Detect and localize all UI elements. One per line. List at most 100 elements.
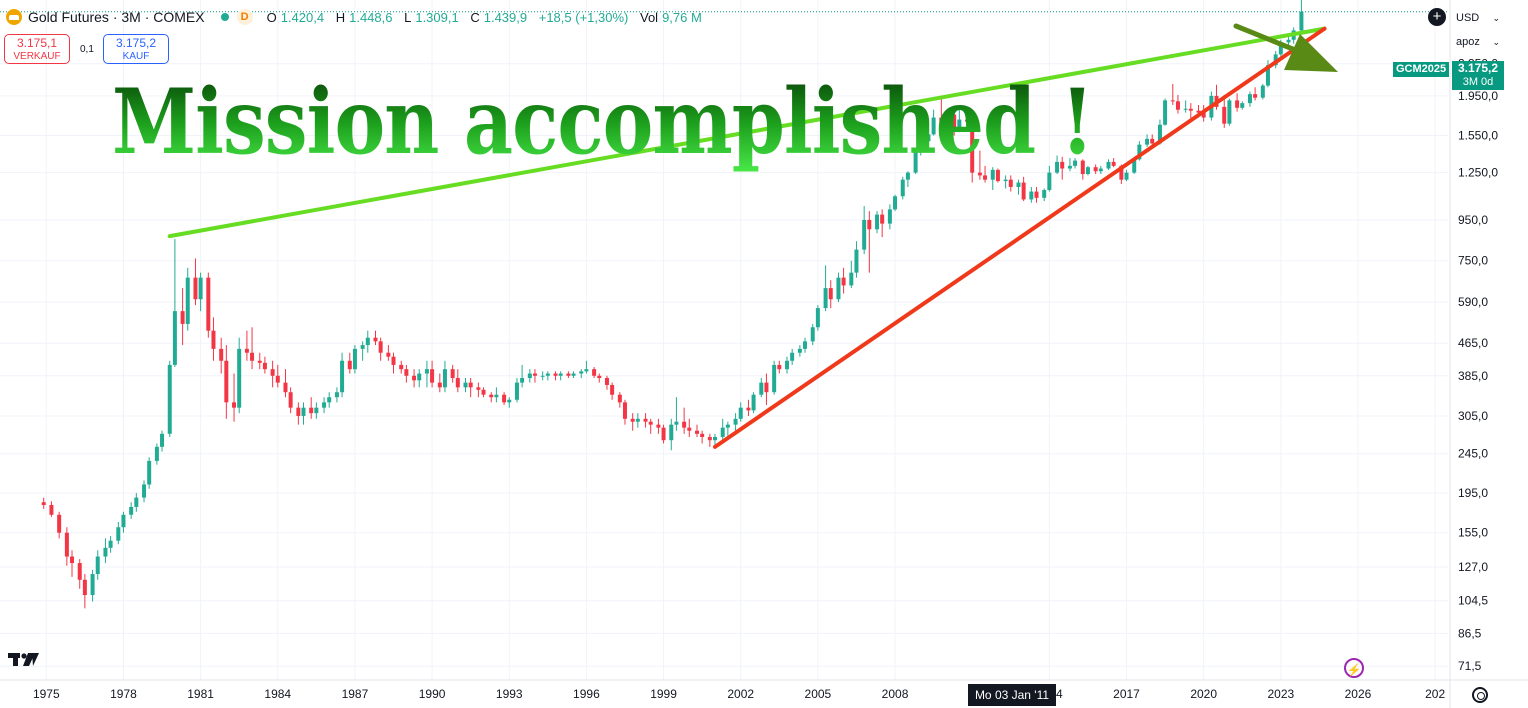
candle-body (468, 382, 473, 388)
candle-body (1163, 100, 1168, 125)
symbol-title[interactable]: Gold Futures · 3M · COMEX (28, 9, 205, 25)
candle-body (1093, 167, 1098, 172)
candle (810, 323, 815, 346)
candle-body (412, 375, 417, 381)
candle (803, 337, 808, 353)
candle-body (1060, 161, 1065, 169)
candle (764, 373, 769, 405)
candle-body (687, 427, 692, 431)
candle (828, 280, 833, 309)
candle-body (502, 394, 507, 403)
delay-badge[interactable]: D (236, 9, 253, 25)
candle (1124, 169, 1129, 182)
candle-body (674, 421, 679, 425)
candles (41, 0, 1304, 609)
candle (417, 369, 422, 388)
x-tick-label: 1996 (573, 687, 600, 701)
sell-button[interactable]: 3.175,1 VERKAUF (4, 34, 70, 64)
candle-body (77, 563, 82, 580)
candle-body (854, 249, 859, 273)
candle-body (841, 277, 846, 286)
tradingview-logo-icon[interactable] (8, 650, 40, 668)
candle (1253, 87, 1258, 101)
candle (193, 258, 198, 306)
candle-body (887, 209, 892, 224)
candle-body (1137, 144, 1142, 160)
trendline-lower (712, 26, 1327, 449)
candle-body (810, 327, 815, 342)
candle-body (669, 424, 674, 441)
candle-body (635, 418, 640, 422)
candle-body (1111, 161, 1116, 166)
candle (502, 392, 507, 405)
candle-body (785, 360, 790, 370)
candle-body (386, 352, 391, 357)
candle-body (875, 214, 880, 230)
ohlc-open: O 1.420,4 (266, 9, 325, 25)
candle (1098, 165, 1103, 175)
candle-body (1227, 100, 1232, 124)
y-tick-label: 305,0 (1458, 409, 1488, 423)
candle (617, 392, 622, 408)
candle (463, 378, 468, 393)
candle-body (514, 382, 519, 400)
candle (1111, 158, 1116, 168)
lightning-icon[interactable]: ⚡ (1344, 658, 1364, 678)
candle-body (275, 375, 280, 383)
candle (887, 204, 892, 230)
candle (687, 418, 692, 437)
candle-body (913, 151, 918, 173)
candle (622, 399, 627, 425)
candle (198, 272, 203, 312)
candle-body (880, 214, 885, 224)
candle-body (965, 119, 970, 122)
candle-body (283, 382, 288, 393)
candle (772, 360, 777, 395)
candle-body (378, 341, 383, 353)
candle (378, 337, 383, 361)
gear-icon[interactable] (1472, 687, 1488, 703)
candle-body (977, 172, 982, 176)
candle-body (682, 421, 687, 428)
currency-select[interactable]: USD ⌄ (1452, 8, 1504, 28)
candle-body (995, 169, 1000, 182)
headline-annotation[interactable]: Mission accomplished ! (112, 68, 1094, 177)
candle (103, 538, 108, 564)
candle (553, 371, 558, 381)
candle-body (1150, 138, 1155, 144)
candle (965, 110, 970, 125)
candle-body (764, 382, 769, 393)
scale-mode-select[interactable]: apoz ⌄ (1452, 32, 1504, 52)
ohlc-high: H 1.448,6 (335, 9, 393, 25)
candle-body (610, 384, 615, 395)
candle-body (430, 369, 435, 383)
candle (918, 138, 923, 156)
candle-body (1067, 165, 1072, 169)
buy-button[interactable]: 3.175,2 KAUF (103, 34, 169, 64)
plus-circle-icon[interactable]: + (1428, 8, 1446, 26)
candle-body (849, 272, 854, 286)
candle-body (661, 427, 666, 441)
candle (900, 176, 905, 200)
candle-body (797, 348, 802, 353)
x-tick-label: 2005 (805, 687, 832, 701)
candle (1016, 179, 1021, 195)
candle (1163, 98, 1168, 126)
candle-body (373, 337, 378, 342)
candle-body (334, 392, 339, 398)
candle-body (700, 433, 705, 437)
candle-body (160, 433, 165, 447)
candle-body (1247, 94, 1252, 104)
candle-body (250, 352, 255, 361)
candle-body (1021, 182, 1026, 200)
candle (237, 337, 242, 414)
x-tick-label: 1984 (264, 687, 291, 701)
candle (862, 206, 867, 254)
candle-body (340, 360, 345, 393)
arrow-head (1284, 34, 1338, 72)
candle (913, 149, 918, 175)
candle (952, 109, 957, 136)
candle-body (970, 121, 975, 173)
candle-body (116, 527, 121, 541)
